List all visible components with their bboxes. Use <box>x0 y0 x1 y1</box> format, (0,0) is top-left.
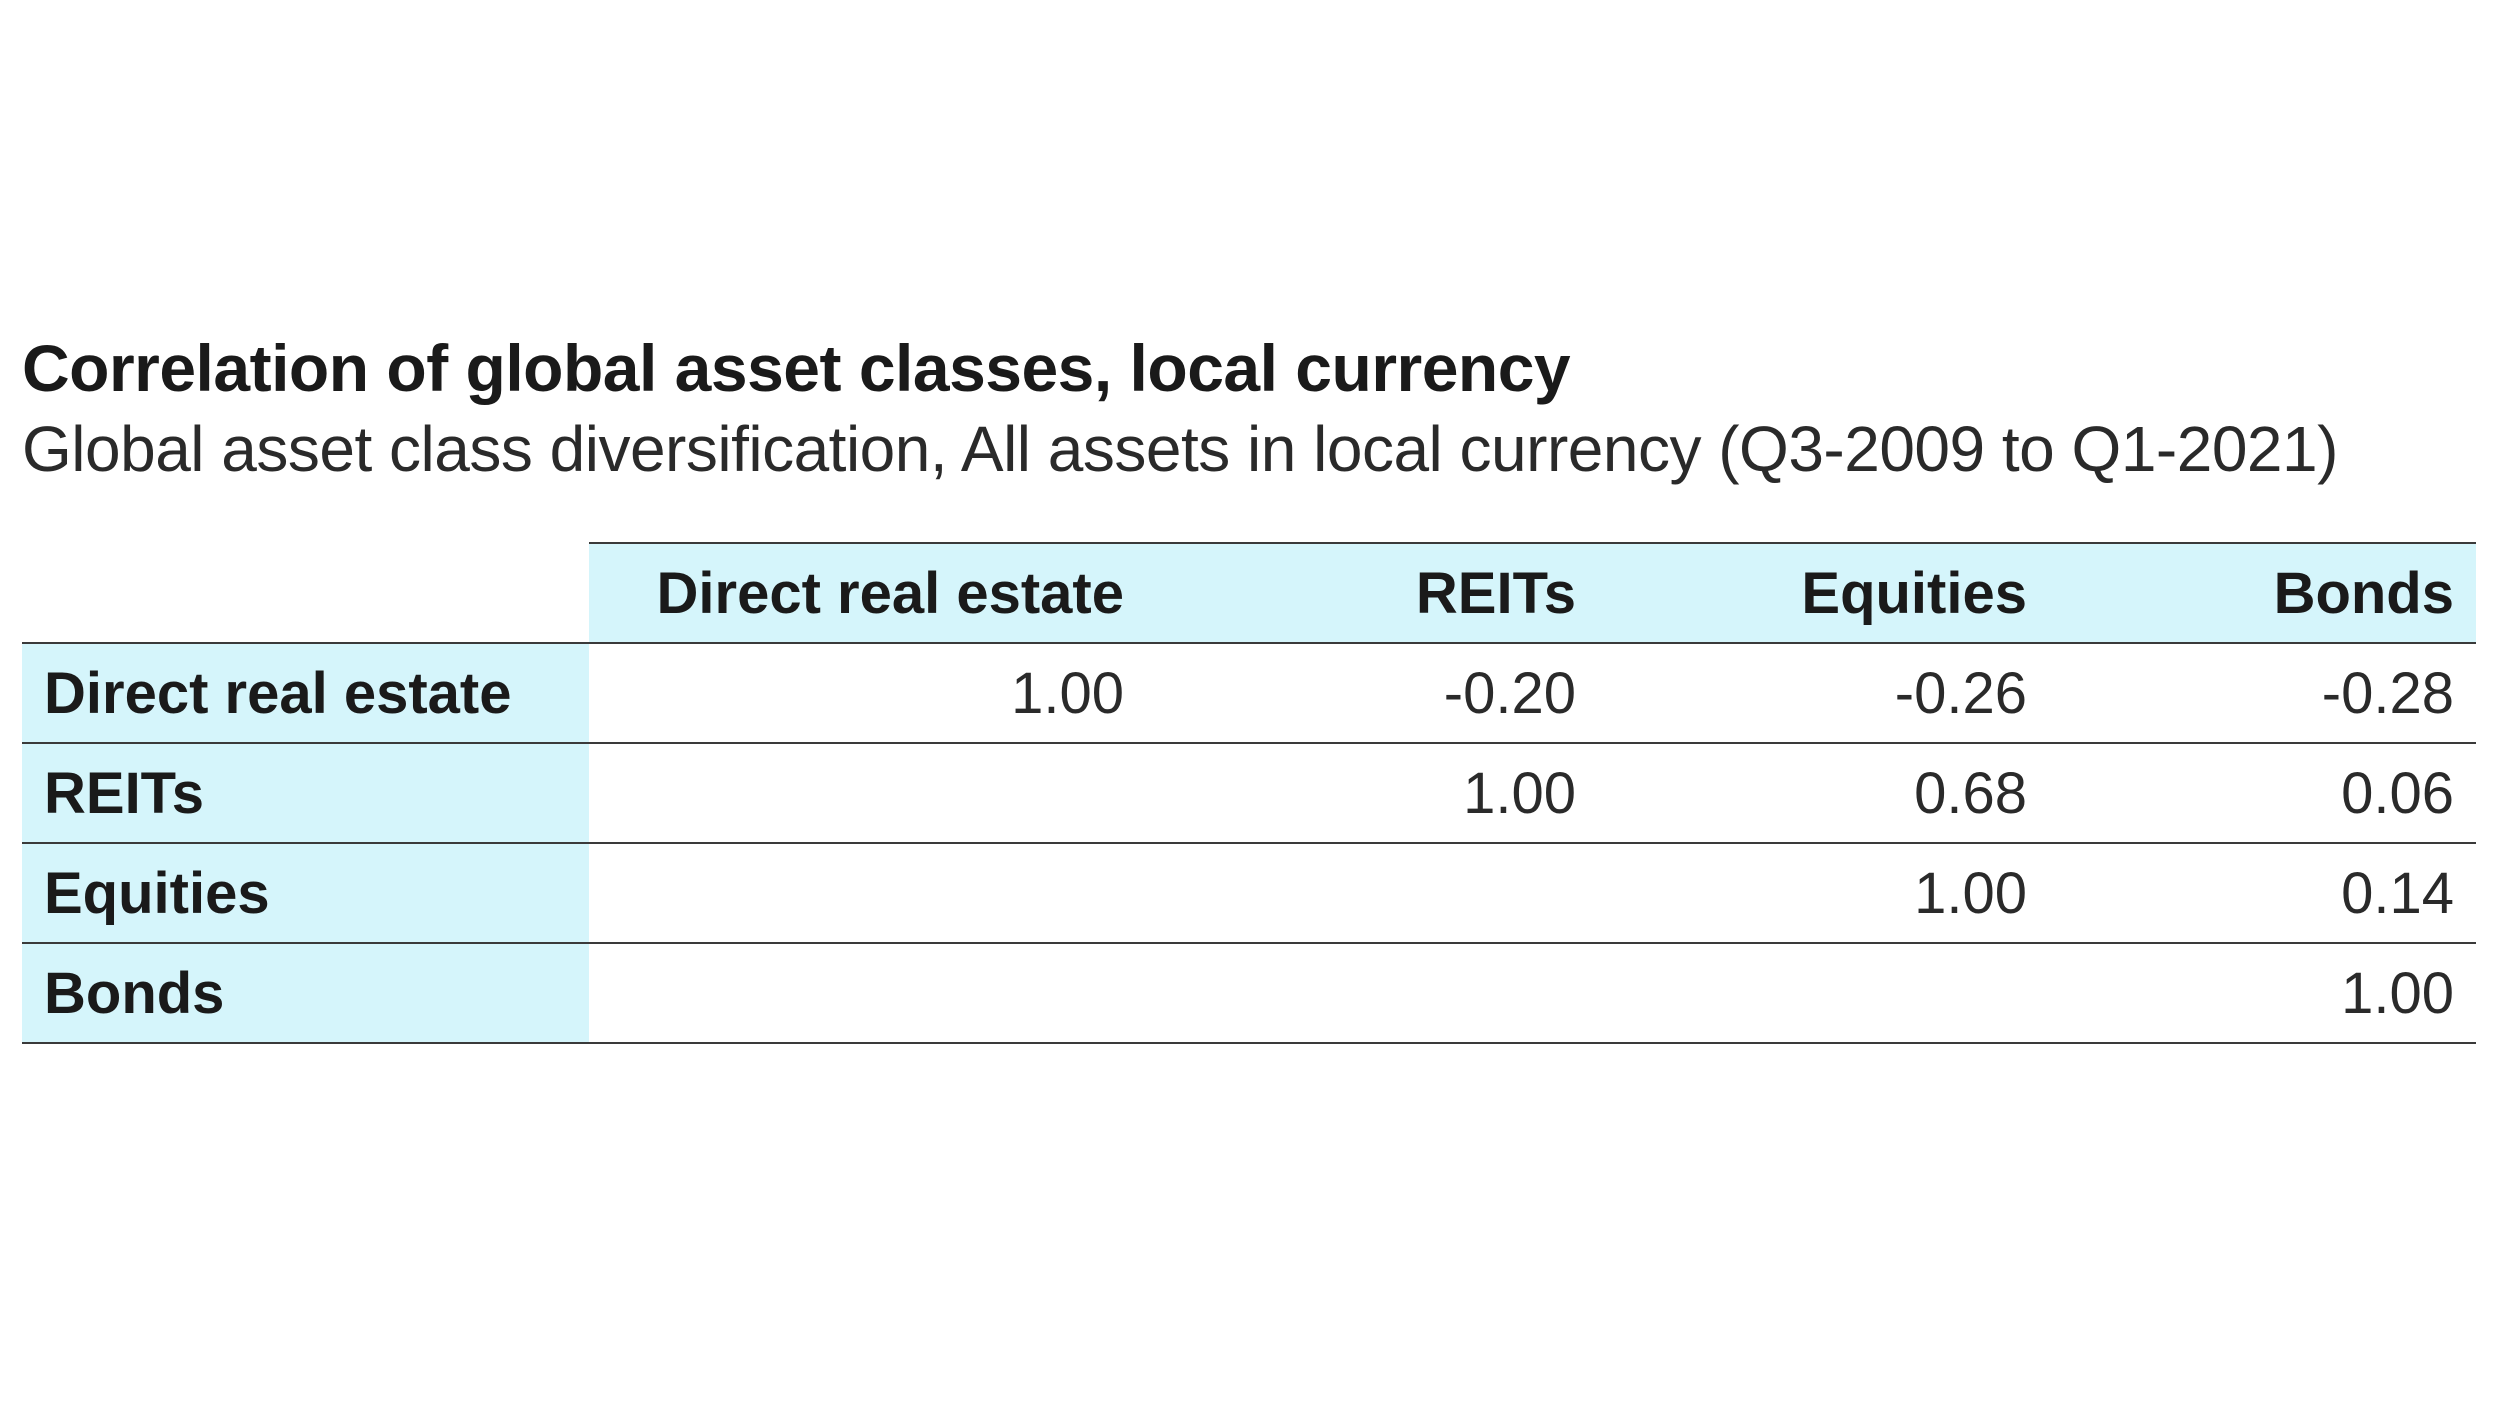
page-subtitle: Global asset class diversification, All … <box>22 413 2338 485</box>
table-cell: 1.00 <box>1914 860 2027 926</box>
page-title: Correlation of global asset classes, loc… <box>22 331 1571 405</box>
table-cell: -0.26 <box>1894 660 2027 726</box>
table-corner-cell <box>22 543 589 643</box>
row-header: Direct real estate <box>22 643 589 743</box>
table-cell <box>589 943 1146 1043</box>
column-header: Bonds <box>2049 542 2476 643</box>
row-header: Equities <box>22 843 589 943</box>
table-cell: 0.06 <box>2341 760 2454 826</box>
table-cell: -0.20 <box>1443 660 1576 726</box>
row-header: Bonds <box>22 943 589 1043</box>
row-header: REITs <box>22 743 589 843</box>
table-row: Equities 1.00 0.14 <box>22 843 2476 943</box>
table-cell <box>1146 843 1598 943</box>
column-header: Equities <box>1598 542 2049 643</box>
table-cell: 0.14 <box>2341 860 2454 926</box>
table-cell <box>589 843 1146 943</box>
table-row: Direct real estate 1.00 -0.20 -0.26 -0.2… <box>22 643 2476 743</box>
table-cell <box>1598 943 2049 1043</box>
table-cell <box>1146 943 1598 1043</box>
table-cell: 1.00 <box>1463 760 1576 826</box>
table-cell: -0.28 <box>2321 660 2454 726</box>
table-cell <box>589 743 1146 843</box>
table-header-row: Direct real estate REITs Equities Bonds <box>22 542 2476 643</box>
table-cell: 0.68 <box>1914 760 2027 826</box>
correlation-table: Direct real estate REITs Equities Bonds … <box>22 542 2476 1044</box>
table-cell: 1.00 <box>2341 960 2454 1026</box>
table-cell: 1.00 <box>1011 660 1124 726</box>
column-header: Direct real estate <box>589 542 1146 643</box>
column-header: REITs <box>1146 542 1598 643</box>
table-row: REITs 1.00 0.68 0.06 <box>22 743 2476 843</box>
table-row: Bonds 1.00 <box>22 943 2476 1043</box>
